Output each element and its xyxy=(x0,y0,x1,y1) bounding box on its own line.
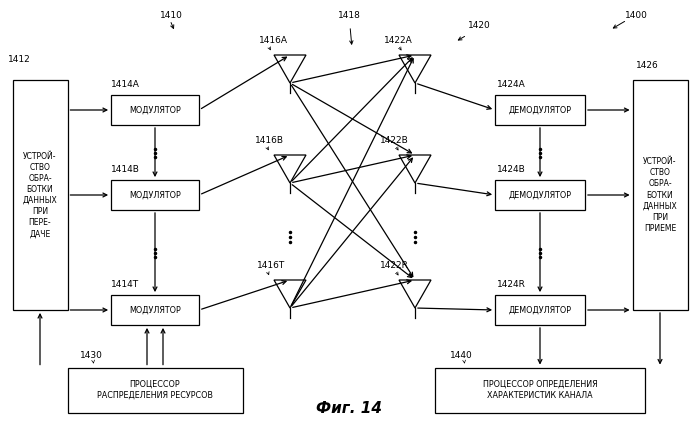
Text: 1400: 1400 xyxy=(625,11,648,20)
Text: ДЕМОДУЛЯТОР: ДЕМОДУЛЯТОР xyxy=(508,190,572,199)
Text: 1414B: 1414B xyxy=(111,165,140,174)
Text: 1410: 1410 xyxy=(160,11,183,20)
Text: 1430: 1430 xyxy=(80,351,103,360)
Bar xyxy=(111,95,199,125)
Bar xyxy=(13,80,68,310)
Bar xyxy=(111,295,199,325)
Polygon shape xyxy=(399,155,431,183)
Text: 1422R: 1422R xyxy=(380,261,409,270)
Text: ДЕМОДУЛЯТОР: ДЕМОДУЛЯТОР xyxy=(508,106,572,115)
Text: ПРОЦЕССОР
РАСПРЕДЕЛЕНИЯ РЕСУРСОВ: ПРОЦЕССОР РАСПРЕДЕЛЕНИЯ РЕСУРСОВ xyxy=(97,380,213,400)
Text: МОДУЛЯТОР: МОДУЛЯТОР xyxy=(129,106,181,115)
Text: 1426: 1426 xyxy=(636,61,658,70)
Text: 1424B: 1424B xyxy=(497,165,526,174)
Text: 1416A: 1416A xyxy=(259,36,288,45)
Text: 1418: 1418 xyxy=(338,11,361,20)
Text: Фиг. 14: Фиг. 14 xyxy=(317,401,382,416)
Text: 1440: 1440 xyxy=(450,351,473,360)
Text: 1424A: 1424A xyxy=(497,80,526,89)
Bar xyxy=(495,295,585,325)
Text: УСТРОЙ-
СТВО
ОБРА-
БОТКИ
ДАННЫХ
ПРИ
ПРИЕМЕ: УСТРОЙ- СТВО ОБРА- БОТКИ ДАННЫХ ПРИ ПРИЕ… xyxy=(642,157,677,233)
Bar xyxy=(495,180,585,210)
Text: УСТРОЙ-
СТВО
ОБРА-
БОТКИ
ДАННЫХ
ПРИ
ПЕРЕ-
ДАЧЕ: УСТРОЙ- СТВО ОБРА- БОТКИ ДАННЫХ ПРИ ПЕРЕ… xyxy=(22,152,57,239)
Polygon shape xyxy=(399,280,431,308)
Bar xyxy=(495,95,585,125)
Bar xyxy=(111,180,199,210)
Bar xyxy=(68,368,243,412)
Text: 1422B: 1422B xyxy=(380,136,409,145)
Text: МОДУЛЯТОР: МОДУЛЯТОР xyxy=(129,190,181,199)
Text: 1424R: 1424R xyxy=(497,280,526,289)
Bar xyxy=(435,368,645,412)
Polygon shape xyxy=(274,155,306,183)
Text: ДЕМОДУЛЯТОР: ДЕМОДУЛЯТОР xyxy=(508,305,572,314)
Polygon shape xyxy=(274,55,306,83)
Text: 1414A: 1414A xyxy=(111,80,140,89)
Polygon shape xyxy=(274,280,306,308)
Text: 1422A: 1422A xyxy=(384,36,412,45)
Text: МОДУЛЯТОР: МОДУЛЯТОР xyxy=(129,305,181,314)
Text: 1416B: 1416B xyxy=(255,136,284,145)
Text: 1412: 1412 xyxy=(8,55,31,64)
Text: 1414T: 1414T xyxy=(111,280,139,289)
Polygon shape xyxy=(399,55,431,83)
Text: 1416T: 1416T xyxy=(257,261,285,270)
Text: ПРОЦЕССОР ОПРЕДЕЛЕНИЯ
ХАРАКТЕРИСТИК КАНАЛА: ПРОЦЕССОР ОПРЕДЕЛЕНИЯ ХАРАКТЕРИСТИК КАНА… xyxy=(483,380,598,400)
Text: 1420: 1420 xyxy=(468,21,491,30)
Bar xyxy=(633,80,688,310)
